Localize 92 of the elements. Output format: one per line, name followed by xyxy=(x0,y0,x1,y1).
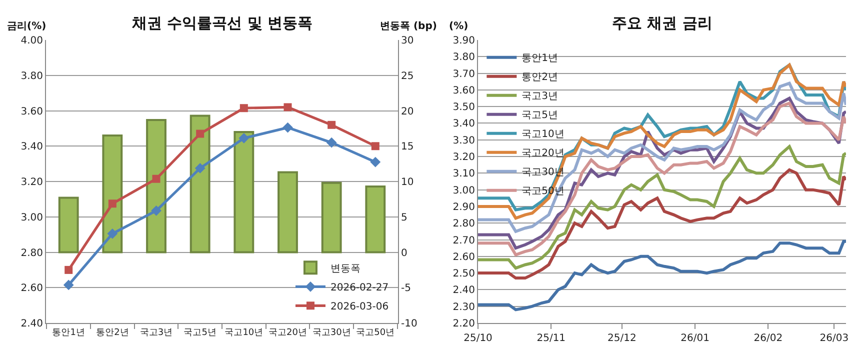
legend-label: 국고3년 xyxy=(522,91,558,102)
point xyxy=(151,205,162,216)
y-axis-title: (%) xyxy=(449,21,468,32)
y-tick-label: 3.60 xyxy=(20,106,43,118)
x-tick-label: 25/12 xyxy=(607,333,636,344)
y2-axis-title: 변동폭 (bp) xyxy=(380,21,437,32)
y-tick-label: 2.90 xyxy=(452,202,475,213)
y-tick-label: 3.20 xyxy=(452,152,475,164)
y-tick-label: 4.00 xyxy=(20,36,43,46)
y2-tick-label: 15 xyxy=(401,142,414,153)
x-tick-label: 통안2년 xyxy=(96,328,129,338)
point xyxy=(64,266,73,274)
point xyxy=(282,122,293,133)
legend-label: 국고5년 xyxy=(522,110,558,122)
x-tick-label: 26/02 xyxy=(754,333,783,344)
y-tick-label: 2.30 xyxy=(452,302,475,313)
x-tick-label: 국고50년 xyxy=(356,328,395,338)
legend-label: 통안1년 xyxy=(522,53,558,64)
y-tick-label: 3.20 xyxy=(20,177,43,188)
line-series xyxy=(478,145,846,270)
point xyxy=(196,130,204,138)
y2-tick-label: -5 xyxy=(401,283,411,294)
y-tick-label: 3.00 xyxy=(20,212,43,224)
x-tick-label: 국고30년 xyxy=(312,328,351,338)
legend-label: 국고10년 xyxy=(522,129,564,140)
point xyxy=(238,132,250,144)
legend-label: 변동폭 xyxy=(330,264,360,275)
line-series xyxy=(478,82,846,233)
bar xyxy=(190,114,210,254)
bar xyxy=(278,171,298,254)
y-tick-label: 2.60 xyxy=(20,283,43,294)
chart-title: 채권 수익률곡선 및 변동폭 xyxy=(131,14,313,32)
y2-tick-label: 0 xyxy=(401,248,408,259)
y-tick-label: 3.40 xyxy=(20,142,43,153)
legend-label: 2026-03-06 xyxy=(330,302,389,313)
point xyxy=(194,163,206,174)
y-tick-label: 3.90 xyxy=(452,36,475,46)
y-tick-label: 2.60 xyxy=(452,252,475,263)
x-tick-label: 국고20년 xyxy=(268,328,307,338)
chart-title: 주요 채권 금리 xyxy=(612,14,712,32)
x-tick-label: 국고3년 xyxy=(140,328,173,338)
x-tick-label: 25/11 xyxy=(536,333,566,344)
point xyxy=(152,174,160,183)
y2-tick-label: 30 xyxy=(401,36,414,46)
y2-tick-label: 20 xyxy=(401,106,414,118)
x-tick-label: 국고5년 xyxy=(184,328,216,338)
bar xyxy=(321,182,342,254)
y-tick-label: 2.50 xyxy=(452,268,475,280)
y-tick-label: 3.70 xyxy=(452,68,475,80)
y-tick-label: 3.60 xyxy=(452,85,475,96)
y2-tick-label: -10 xyxy=(401,318,418,330)
line-series xyxy=(478,168,846,280)
point xyxy=(328,120,336,129)
x-tick-label: 국고10년 xyxy=(224,328,264,338)
bar xyxy=(365,185,386,254)
x-tick-label: 26/03 xyxy=(820,333,849,344)
point xyxy=(284,103,292,112)
line-series xyxy=(478,240,846,312)
legend-label: 국고20년 xyxy=(522,148,564,160)
point xyxy=(326,137,337,148)
y-tick-label: 3.80 xyxy=(452,52,475,64)
point xyxy=(107,228,118,239)
point xyxy=(108,200,116,208)
y-axis-title: 금리(%) xyxy=(7,21,46,32)
y-tick-label: 3.10 xyxy=(452,168,475,180)
x-tick-label: 25/10 xyxy=(464,333,492,344)
y-tick-label: 2.40 xyxy=(20,318,43,330)
y-tick-label: 2.80 xyxy=(452,218,475,230)
y2-tick-label: 10 xyxy=(401,177,414,188)
point xyxy=(370,156,381,168)
y-tick-label: 3.00 xyxy=(452,185,475,196)
bar xyxy=(102,134,123,254)
y-tick-label: 3.80 xyxy=(20,70,43,82)
y-tick-label: 3.50 xyxy=(452,102,475,114)
y-tick-label: 3.40 xyxy=(452,118,475,130)
y-tick-label: 2.20 xyxy=(452,318,475,330)
y2-tick-label: 5 xyxy=(401,212,408,224)
y2-tick-label: 25 xyxy=(401,70,414,82)
bar xyxy=(58,196,79,254)
y-tick-label: 2.40 xyxy=(452,285,475,296)
legend-label: 2026-02-27 xyxy=(330,282,389,294)
point xyxy=(240,104,248,112)
y-tick-label: 2.80 xyxy=(20,248,43,259)
y-tick-label: 3.30 xyxy=(452,135,475,146)
bar xyxy=(234,130,254,254)
point xyxy=(63,280,74,290)
x-tick-label: 26/01 xyxy=(680,333,710,344)
bar xyxy=(146,118,166,254)
x-tick-label: 통안1년 xyxy=(52,328,85,338)
legend-label: 통안2년 xyxy=(522,72,558,84)
y-tick-label: 2.70 xyxy=(452,235,475,246)
point xyxy=(371,142,380,150)
